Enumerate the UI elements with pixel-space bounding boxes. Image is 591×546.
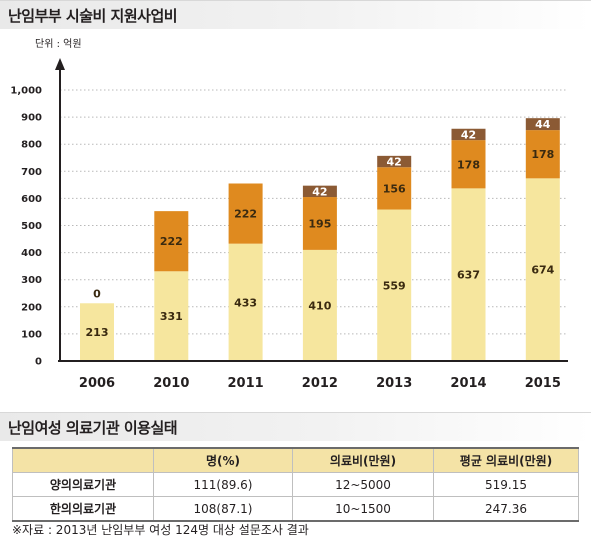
x-tick-label: 2011 [228,376,264,391]
data-label-2013-2: 42 [387,156,402,169]
bar-segment-2014-0 [451,188,486,361]
data-label-2014-2: 42 [461,128,476,141]
y-tick-label: 900 [21,113,42,124]
table-header-row: 명(%) 의료비(만원) 평균 의료비(만원) [12,447,579,473]
bar-segment-2013-2 [377,155,412,168]
data-label-2010-1: 222 [160,235,183,248]
table-row-label: 양의의료기관 [12,472,154,497]
bar-segment-2015-0 [525,178,560,361]
data-label-2011-1: 222 [234,208,257,221]
source-footnote: ※자료 : 2013년 난임부부 여성 124명 대상 설문조사 결과 [12,523,309,537]
table-cell: 10~1500 [292,496,434,522]
data-label-2015-1: 178 [531,148,554,161]
y-tick-label: 100 [21,329,42,340]
table-row: 양의의료기관 111(89.6) 12~5000 519.15 [12,472,579,497]
data-label-2013-0: 559 [383,279,406,292]
bar-segment-2012-1 [302,197,337,250]
data-label-2011-0: 433 [234,296,257,309]
bar-segment-2014-2 [451,128,486,141]
y-tick-label: 300 [21,275,42,286]
bar-segment-2011-1 [228,183,263,244]
y-tick-label: 1,000 [10,86,42,97]
x-tick-label: 2012 [302,376,338,391]
table-cell: 111(89.6) [153,472,293,497]
stacked-bar-chart: 단위 : 억원 0 100 200 300 400 500 600 700 800 900 1,000… [10,37,568,391]
bar-segment-2011-0 [228,243,263,361]
bar-segment-2013-1 [377,167,412,210]
y-axis-arrow [55,58,65,70]
data-label-2012-2: 42 [312,185,327,198]
bar-segment-2013-0 [377,209,412,361]
y-tick-label: 0 [35,357,42,368]
unit-label: 단위 : 억원 [35,37,82,50]
data-label-2013-1: 156 [383,182,406,195]
data-label-2015-0: 674 [531,264,554,277]
y-tick-label: 800 [21,140,42,151]
data-label-2012-1: 195 [308,217,331,230]
bar-segment-2006-0 [80,303,114,361]
table-section-title: 난임여성 의료기관 이용실태 [8,419,178,437]
bar-segment-2012-0 [302,249,337,361]
table-header-count: 명(%) [153,447,293,473]
chart-section-title: 난임부부 시술비 지원사업비 [8,7,178,25]
usage-table: 명(%) 의료비(만원) 평균 의료비(만원) 양의의료기관 111(89.6)… [12,447,579,522]
x-tick-label: 2015 [525,376,561,391]
table-cell: 12~5000 [292,472,434,497]
bar-segment-2010-0 [154,271,189,361]
x-tick-label: 2010 [153,376,189,391]
y-tick-label: 200 [21,302,42,313]
chart-section-header: 난임부부 시술비 지원사업비 [0,0,591,29]
x-tick-label: 2013 [376,376,412,391]
table-header-blank [12,447,154,473]
y-tick-label: 700 [21,167,42,178]
data-label-2010-0: 331 [160,310,183,323]
y-tick-label: 600 [21,194,42,205]
table-cell: 247.36 [433,496,579,522]
y-tick-label: 400 [21,248,42,259]
x-tick-label: 2006 [79,376,115,391]
table-row-label: 한의의료기관 [12,496,154,522]
x-tick-label: 2014 [450,376,486,391]
table-section-header: 난임여성 의료기관 이용실태 [0,412,591,441]
table-header-cost: 의료비(만원) [292,447,434,473]
bar-segment-2010-1 [154,211,189,272]
bar-segment-2015-1 [525,130,560,179]
y-tick-label: 500 [21,221,42,232]
bar-segment-2012-2 [302,185,337,198]
data-label-2006-1: 0 [93,287,101,300]
bar-segment-2015-2 [525,118,560,131]
data-label-2012-0: 410 [308,299,331,312]
table-header-avg-cost: 평균 의료비(만원) [433,447,579,473]
table-cell: 108(87.1) [153,496,293,522]
data-label-2014-1: 178 [457,158,480,171]
data-label-2015-2: 44 [535,118,551,131]
data-label-2014-0: 637 [457,269,480,282]
bar-segment-2014-1 [451,140,486,189]
table-cell: 519.15 [433,472,579,497]
table-row: 한의의료기관 108(87.1) 10~1500 247.36 [12,496,579,522]
data-label-2006-0: 213 [86,326,109,339]
